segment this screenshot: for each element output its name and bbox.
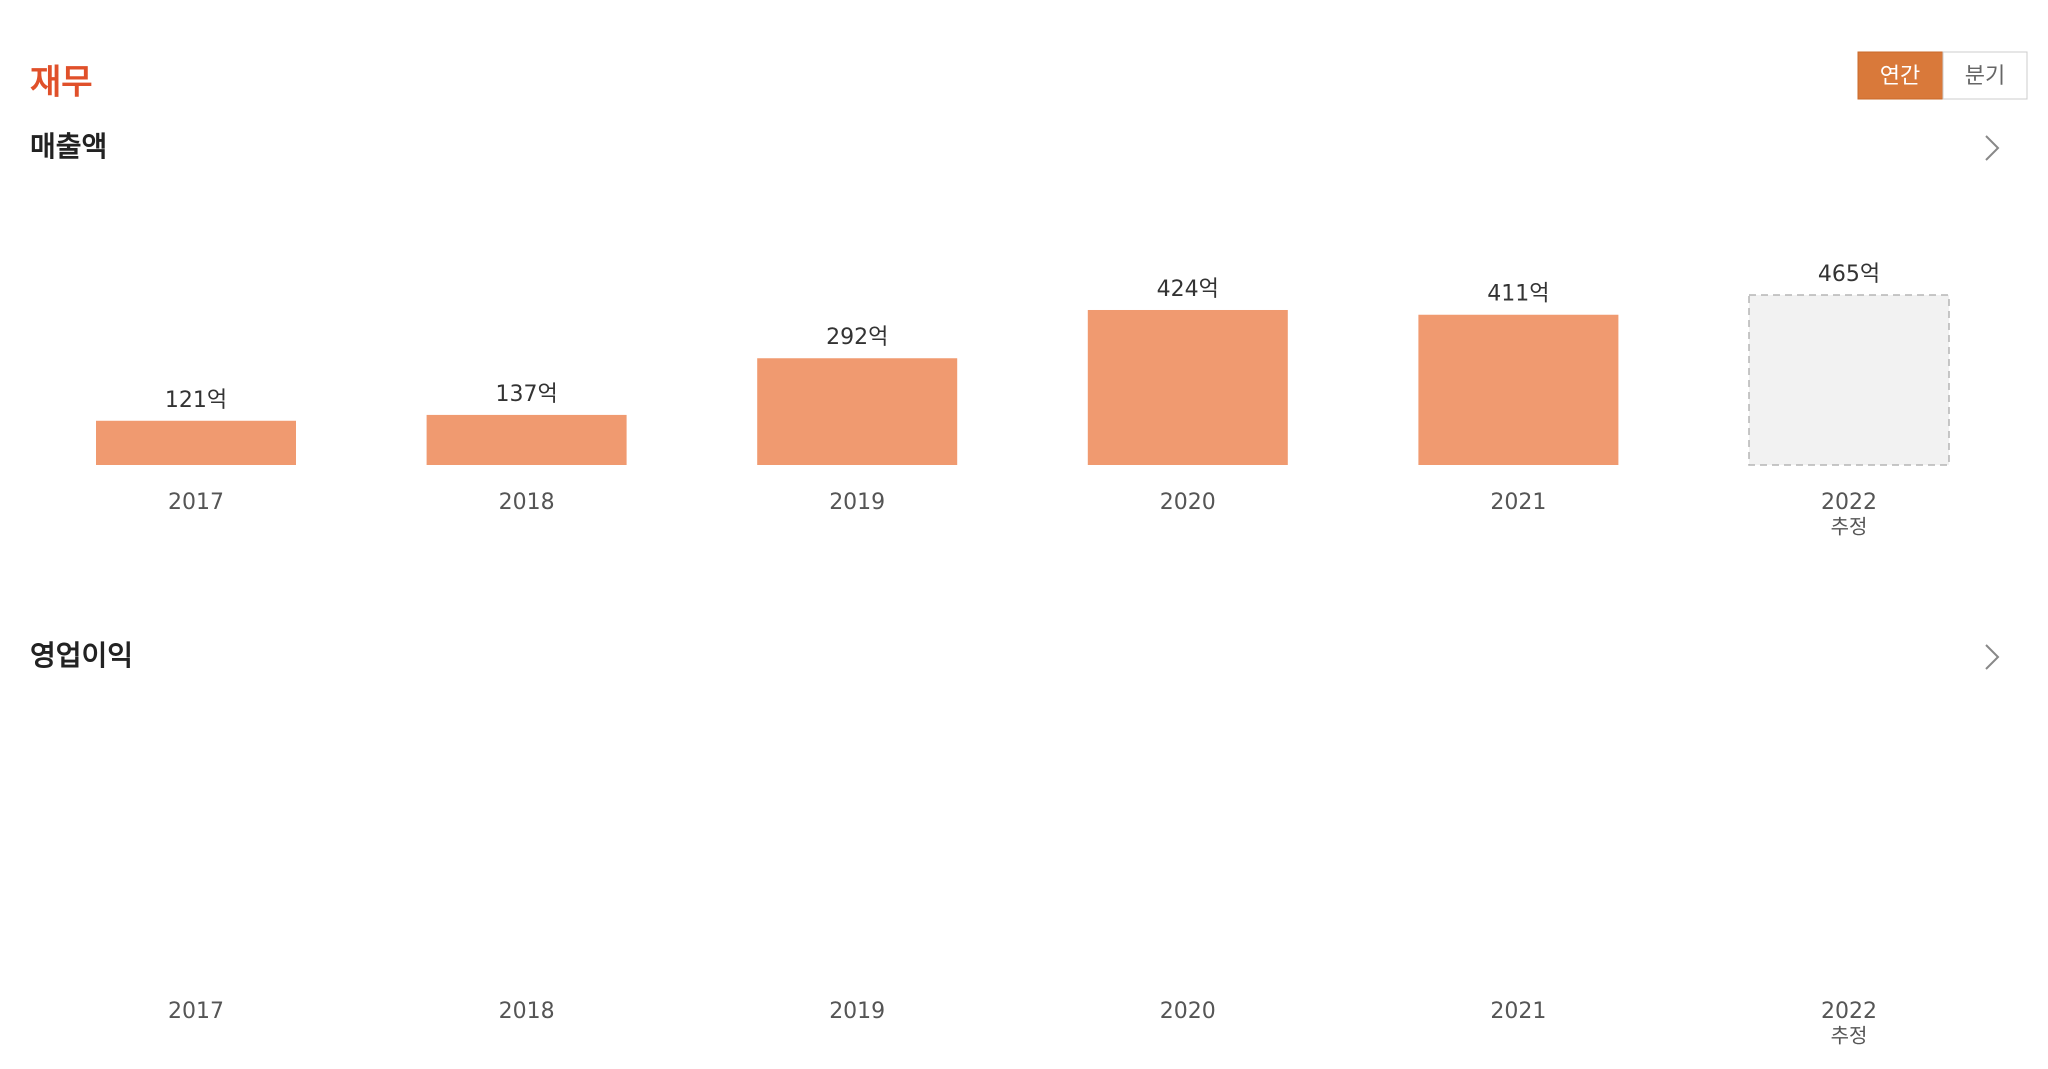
x-tick-label: 2020 xyxy=(1160,999,1216,1024)
bar xyxy=(1748,294,1950,466)
x-tick-note: 추정 xyxy=(1831,515,1868,539)
x-tick-label: 2019 xyxy=(829,999,885,1024)
toggle-bg[interactable] xyxy=(1942,51,2028,100)
chevron[interactable] xyxy=(1985,135,2000,161)
x-tick-label: 2018 xyxy=(499,490,555,515)
x-tick-label: 2018 xyxy=(499,999,555,1024)
toggle-quarter[interactable]: 분기 xyxy=(1942,51,2028,100)
x-tick-label: 2022 xyxy=(1821,490,1877,515)
chart-title: 매출액 xyxy=(30,130,107,163)
toggle-bg[interactable] xyxy=(1857,51,1944,100)
x-tick-label: 2021 xyxy=(1490,490,1546,515)
bar xyxy=(1418,314,1619,465)
x-tick-label: 2017 xyxy=(168,999,224,1024)
bar xyxy=(1087,309,1288,465)
value-label: 465억 xyxy=(1818,262,1880,287)
toggle-label[interactable]: 분기 xyxy=(1965,64,2005,89)
x-tick-note: 추정 xyxy=(1831,1024,1868,1048)
x-tick-label: 2020 xyxy=(1160,490,1216,515)
toggle-annual[interactable]: 연간 xyxy=(1857,51,1944,100)
section-title: 재무 xyxy=(30,63,93,103)
toggle-label[interactable]: 연간 xyxy=(1880,64,1920,89)
x-tick-label: 2017 xyxy=(168,490,224,515)
bar xyxy=(426,414,627,465)
value-label: 292억 xyxy=(826,325,888,350)
x-tick-label: 2022 xyxy=(1821,999,1877,1024)
x-tick-label: 2019 xyxy=(829,490,885,515)
bar xyxy=(96,420,296,465)
x-tick-label: 2021 xyxy=(1490,999,1546,1024)
chevron[interactable] xyxy=(1985,644,2000,670)
chart-title: 영업이익 xyxy=(30,639,133,672)
value-label: 424억 xyxy=(1157,277,1219,302)
value-label: 137억 xyxy=(495,382,557,407)
value-label: 411억 xyxy=(1487,282,1549,307)
value-label: 121억 xyxy=(165,388,227,413)
bar xyxy=(757,358,958,465)
